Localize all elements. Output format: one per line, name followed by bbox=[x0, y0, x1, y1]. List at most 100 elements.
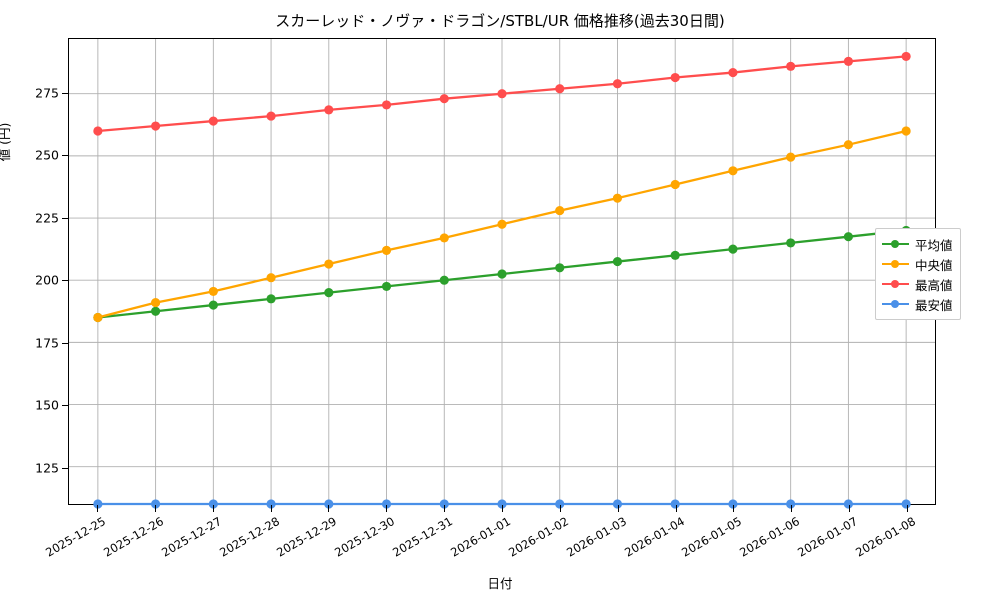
x-tick-mark bbox=[212, 505, 214, 512]
chart-title: スカーレッド・ノヴァ・ドラゴン/STBL/UR 価格推移(過去30日間) bbox=[275, 12, 725, 30]
y-tick-mark bbox=[61, 155, 68, 157]
data-series-layer bbox=[93, 51, 911, 509]
data-point-marker bbox=[151, 298, 161, 308]
data-point-marker bbox=[728, 166, 738, 176]
legend-swatch-icon bbox=[882, 298, 909, 310]
x-tick-mark bbox=[791, 505, 793, 512]
data-point-marker bbox=[93, 126, 103, 136]
data-point-marker bbox=[151, 121, 161, 131]
data-point-marker bbox=[93, 499, 103, 509]
x-tick-mark bbox=[386, 505, 388, 512]
data-point-marker bbox=[266, 111, 276, 121]
legend-label: 中央値 bbox=[915, 257, 953, 273]
plot-area bbox=[68, 38, 936, 509]
y-tick-mark bbox=[61, 92, 68, 94]
data-point-marker bbox=[324, 259, 334, 269]
legend-label: 最安値 bbox=[915, 297, 953, 313]
data-point-marker bbox=[843, 499, 853, 509]
x-tick-mark bbox=[907, 505, 909, 512]
data-point-marker bbox=[439, 94, 449, 104]
data-point-marker bbox=[208, 286, 218, 296]
y-tick-label: 125 bbox=[35, 460, 59, 476]
x-axis-label: 日付 bbox=[487, 576, 513, 591]
x-tick-mark bbox=[675, 505, 677, 512]
data-point-marker bbox=[843, 140, 853, 150]
data-point-marker bbox=[555, 205, 565, 216]
legend-swatch-icon bbox=[882, 238, 909, 250]
x-tick-mark bbox=[270, 505, 272, 512]
x-tick-mark bbox=[154, 505, 156, 512]
x-tick-mark bbox=[444, 505, 446, 512]
x-tick-mark bbox=[733, 505, 735, 512]
data-point-marker bbox=[497, 269, 507, 279]
y-axis-label: 値 (円) bbox=[0, 122, 12, 162]
chart-legend: 平均値中央値最高値最安値 bbox=[875, 228, 961, 320]
data-point-marker bbox=[439, 499, 449, 509]
data-point-marker bbox=[555, 499, 565, 509]
legend-swatch-icon bbox=[882, 258, 909, 270]
y-tick-label: 250 bbox=[35, 147, 59, 163]
data-point-marker bbox=[151, 499, 161, 509]
data-point-marker bbox=[728, 67, 738, 78]
legend-label: 最高値 bbox=[915, 277, 953, 293]
data-point-marker bbox=[93, 312, 103, 323]
data-point-marker bbox=[728, 499, 738, 509]
x-tick-mark bbox=[96, 505, 98, 512]
data-point-marker bbox=[612, 499, 623, 509]
data-point-marker bbox=[555, 84, 565, 94]
y-tick-label: 225 bbox=[35, 210, 59, 226]
data-point-marker bbox=[843, 56, 853, 66]
data-point-marker bbox=[381, 499, 392, 509]
data-point-marker bbox=[324, 105, 334, 115]
data-point-marker bbox=[728, 244, 738, 254]
data-point-marker bbox=[381, 245, 392, 255]
legend-swatch-icon bbox=[882, 278, 909, 290]
x-tick-mark bbox=[849, 505, 851, 512]
data-point-marker bbox=[497, 89, 507, 99]
data-point-marker bbox=[439, 233, 449, 243]
data-point-marker bbox=[786, 238, 796, 248]
data-point-marker bbox=[901, 51, 911, 61]
x-tick-mark bbox=[328, 505, 330, 512]
legend-item-1[interactable]: 中央値 bbox=[882, 254, 953, 274]
data-point-marker bbox=[324, 288, 334, 298]
y-tick-mark bbox=[61, 280, 68, 282]
y-tick-label: 200 bbox=[35, 272, 59, 288]
data-point-marker bbox=[901, 499, 911, 509]
data-point-marker bbox=[266, 273, 276, 283]
data-point-marker bbox=[497, 219, 507, 229]
data-point-marker bbox=[843, 232, 853, 242]
y-tick-label: 175 bbox=[35, 335, 59, 351]
data-point-marker bbox=[208, 300, 218, 310]
data-point-marker bbox=[612, 79, 623, 89]
data-point-marker bbox=[151, 306, 161, 316]
legend-item-2[interactable]: 最高値 bbox=[882, 274, 953, 294]
data-point-marker bbox=[324, 499, 334, 509]
y-tick-mark bbox=[61, 217, 68, 219]
data-point-marker bbox=[381, 281, 392, 292]
data-point-marker bbox=[670, 499, 680, 509]
data-point-marker bbox=[208, 499, 218, 509]
legend-label: 平均値 bbox=[915, 237, 953, 253]
data-point-marker bbox=[266, 294, 276, 304]
data-point-marker bbox=[901, 126, 911, 136]
x-tick-mark bbox=[502, 505, 503, 512]
data-point-marker bbox=[612, 193, 623, 203]
data-point-marker bbox=[612, 256, 623, 267]
legend-item-0[interactable]: 平均値 bbox=[882, 234, 953, 254]
data-point-marker bbox=[786, 61, 796, 71]
y-tick-mark bbox=[61, 342, 68, 344]
data-point-marker bbox=[786, 152, 796, 162]
data-point-marker bbox=[786, 499, 796, 509]
x-tick-mark bbox=[617, 505, 619, 512]
gridlines bbox=[69, 39, 935, 504]
y-tick-mark bbox=[61, 467, 68, 469]
y-tick-mark bbox=[61, 405, 68, 407]
data-point-marker bbox=[670, 250, 680, 260]
x-tick-mark bbox=[559, 505, 561, 512]
legend-item-3[interactable]: 最安値 bbox=[882, 294, 953, 314]
data-point-marker bbox=[439, 275, 449, 285]
data-point-marker bbox=[670, 179, 680, 190]
data-point-marker bbox=[555, 263, 565, 273]
